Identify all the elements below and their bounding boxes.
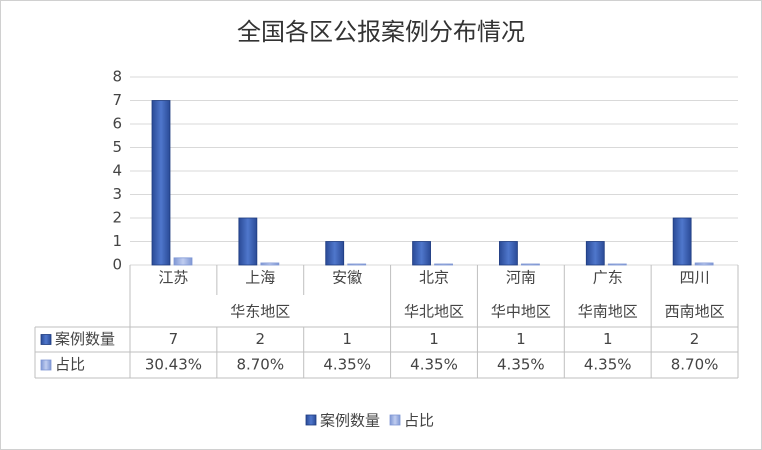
table-series-name: 占比	[55, 356, 85, 374]
chart-title: 全国各区公报案例分布情况	[237, 18, 525, 46]
y-tick-label: 3	[112, 185, 122, 203]
table-value: 30.43%	[145, 356, 202, 374]
legend-key	[305, 414, 317, 426]
bar	[585, 241, 605, 266]
table-value: 4.35%	[584, 356, 632, 374]
table-legend-key	[40, 359, 52, 371]
x-tick-label: 北京	[419, 269, 449, 287]
y-tick-label: 2	[112, 209, 122, 227]
legend-key	[389, 414, 401, 426]
table-value: 1	[516, 330, 526, 348]
group-label: 华南地区	[578, 303, 638, 321]
group-label: 华中地区	[491, 303, 551, 321]
bar	[607, 263, 627, 266]
table-value: 1	[429, 330, 439, 348]
bar	[347, 263, 367, 266]
table-value: 1	[603, 330, 613, 348]
y-tick-label: 6	[112, 115, 122, 133]
bar	[694, 262, 714, 266]
bar	[521, 263, 540, 266]
bar	[260, 262, 280, 266]
x-tick-label: 江苏	[158, 269, 188, 287]
x-tick-label: 四川	[680, 269, 710, 287]
bar	[412, 241, 431, 266]
table-legend-key	[40, 334, 52, 345]
x-tick-label: 广东	[593, 269, 623, 287]
y-tick-label: 7	[112, 91, 122, 109]
y-tick-label: 1	[112, 232, 122, 250]
table-value: 2	[690, 330, 700, 348]
y-tick-label: 5	[112, 138, 122, 156]
table-value: 2	[256, 330, 266, 348]
table-value: 4.35%	[323, 356, 371, 374]
table-value: 8.70%	[236, 356, 284, 374]
legend-label: 案例数量	[320, 412, 380, 430]
x-tick-label: 上海	[245, 269, 275, 287]
y-tick-label: 8	[112, 68, 122, 86]
x-tick-label: 安徽	[332, 269, 362, 287]
bar	[173, 257, 193, 266]
x-tick-label: 河南	[506, 269, 536, 287]
table-value: 1	[342, 330, 352, 348]
y-tick-label: 0	[112, 256, 122, 274]
bar	[499, 241, 518, 266]
group-label: 西南地区	[665, 303, 725, 321]
group-label: 华北地区	[404, 303, 464, 321]
bar	[151, 100, 171, 266]
table-value: 4.35%	[410, 356, 458, 374]
bar	[325, 241, 345, 266]
group-label: 华东地区	[230, 303, 290, 321]
table-value: 7	[169, 330, 179, 348]
bar	[238, 217, 258, 266]
table-value: 8.70%	[671, 356, 719, 374]
bar	[672, 217, 692, 266]
table-series-name: 案例数量	[55, 330, 115, 348]
legend-label: 占比	[404, 412, 434, 430]
table-value: 4.35%	[497, 356, 545, 374]
bar	[434, 263, 453, 266]
y-tick-label: 4	[112, 162, 122, 180]
